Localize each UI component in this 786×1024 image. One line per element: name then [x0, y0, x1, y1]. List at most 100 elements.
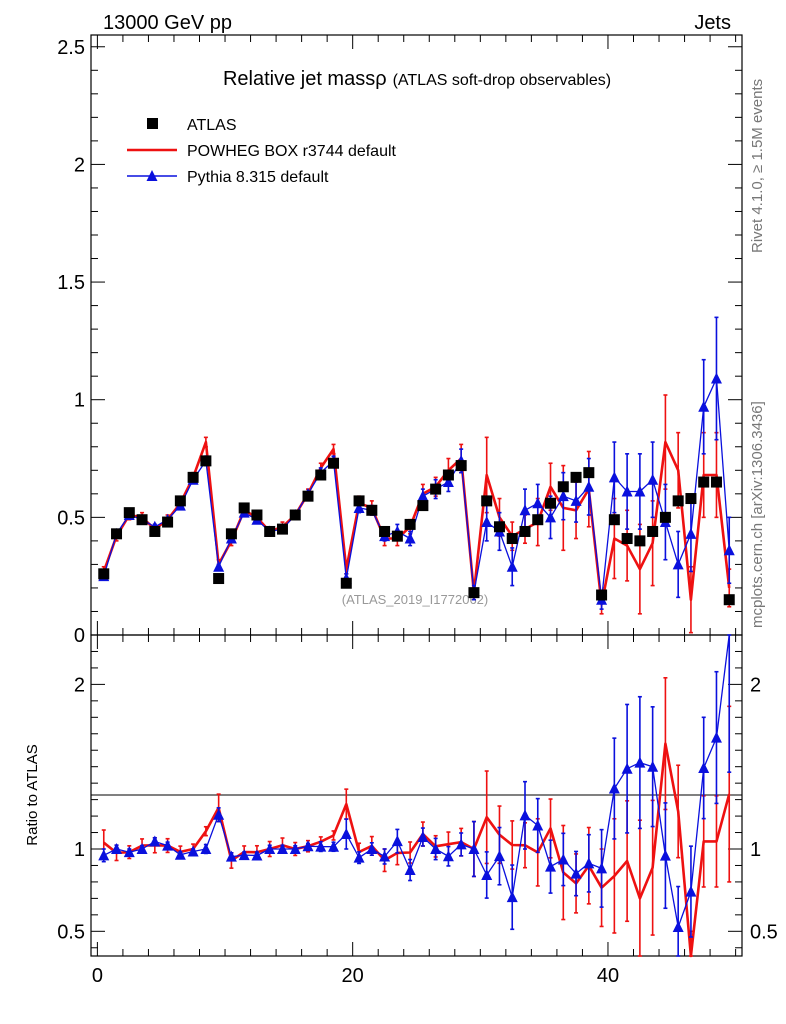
marker-triangle	[557, 490, 569, 502]
data-point-atlas	[570, 471, 582, 483]
marker-triangle	[98, 849, 110, 861]
data-point-atlas	[136, 514, 148, 526]
data-point-atlas	[481, 495, 493, 507]
marker-triangle	[340, 828, 352, 840]
legend-marker-atlas	[147, 118, 158, 129]
data-point-atlas	[455, 460, 467, 472]
ratio-panel: 0.5 0.5 1 1 2 2	[57, 634, 778, 958]
marker-triangle	[123, 846, 135, 858]
marker-triangle	[723, 544, 735, 556]
ratio-y-tick-label: 2	[74, 674, 85, 696]
marker-triangle	[545, 860, 557, 872]
marker-triangle	[391, 835, 403, 847]
marker-triangle	[519, 504, 531, 516]
ratio-y-tick-label-right: 2	[750, 674, 761, 696]
marker-triangle	[621, 485, 633, 497]
marker-triangle	[621, 762, 633, 774]
main-series	[98, 316, 735, 634]
data-point-atlas	[723, 594, 735, 606]
data-point-atlas	[366, 504, 378, 516]
legend-label-powheg: POWHEG BOX r3744 default	[187, 143, 397, 160]
side-text-rivet: Rivet 4.1.0, ≥ 1.5M events	[749, 79, 766, 253]
marker-triangle	[532, 819, 544, 831]
marker-triangle	[404, 864, 416, 876]
data-point-atlas	[417, 500, 429, 512]
data-point-atlas	[634, 535, 646, 547]
header-right: Jets	[694, 12, 731, 34]
marker-triangle	[532, 497, 544, 509]
marker-triangle	[685, 885, 697, 897]
main-y-tick-label: 2.5	[57, 37, 85, 59]
marker-triangle	[583, 480, 595, 492]
x-tick-label: 40	[597, 965, 619, 987]
marker-triangle	[455, 838, 467, 850]
data-point-atlas	[710, 476, 722, 488]
header-left: 13000 GeV pp	[103, 12, 232, 34]
marker-triangle	[289, 843, 301, 854]
main-panel: 0 0.5 1 1.5 2 2.5 (ATLAS_2019_I1772062) Relat…	[57, 34, 743, 647]
marker-triangle	[698, 761, 710, 773]
data-point-atlas	[123, 507, 135, 519]
marker-triangle	[136, 843, 148, 854]
main-y-tick-label: 1.5	[57, 272, 85, 294]
data-point-atlas	[519, 525, 531, 537]
marker-triangle	[481, 868, 493, 880]
data-point-atlas	[545, 497, 557, 509]
data-point-atlas	[213, 573, 225, 585]
data-point-atlas	[353, 495, 365, 507]
marker-triangle	[213, 560, 225, 572]
marker-triangle	[672, 920, 684, 932]
marker-triangle	[430, 843, 442, 854]
legend-label-atlas: ATLAS	[187, 117, 237, 134]
data-point-atlas	[238, 502, 250, 514]
marker-triangle	[570, 494, 582, 506]
data-point-atlas	[225, 528, 237, 540]
data-point-atlas	[493, 521, 505, 533]
marker-triangle	[519, 809, 531, 821]
marker-triangle	[174, 848, 186, 860]
marker-triangle	[264, 843, 276, 854]
data-point-atlas	[149, 525, 161, 537]
ratio-y-tick-label: 1	[74, 839, 85, 861]
marker-triangle	[596, 862, 608, 874]
marker-triangle	[225, 850, 237, 862]
main-y-tick-label: 1	[74, 390, 85, 412]
marker-triangle	[698, 400, 710, 412]
data-point-atlas	[468, 587, 480, 599]
ratio-ticks: 0.5 0.5 1 1 2 2	[57, 635, 778, 956]
data-point-atlas	[174, 495, 186, 507]
data-point-atlas	[340, 577, 352, 589]
marker-triangle	[366, 843, 378, 854]
data-point-atlas	[404, 518, 416, 530]
data-point-atlas	[200, 455, 212, 467]
chart-title-main: Relative jet massρ	[223, 68, 387, 90]
data-point-atlas	[659, 511, 671, 523]
marker-triangle	[634, 756, 646, 768]
main-y-tick-label: 0.5	[57, 507, 85, 529]
marker-triangle	[659, 849, 671, 861]
data-point-atlas	[557, 481, 569, 493]
data-point-atlas	[596, 589, 608, 601]
marker-triangle	[493, 850, 505, 862]
data-point-atlas	[264, 525, 276, 537]
data-point-atlas	[328, 457, 340, 469]
marker-triangle	[634, 485, 646, 497]
main-y-tick-label: 2	[74, 154, 85, 176]
marker-triangle	[111, 843, 123, 854]
data-point-atlas	[698, 476, 710, 488]
marker-triangle	[200, 843, 212, 854]
marker-triangle	[608, 471, 620, 483]
marker-triangle	[315, 840, 327, 852]
ratio-series	[98, 634, 732, 958]
data-point-atlas	[672, 495, 684, 507]
marker-triangle	[583, 857, 595, 869]
marker-triangle	[672, 558, 684, 570]
marker-triangle	[557, 853, 569, 865]
series-line	[102, 440, 731, 606]
marker-triangle	[647, 473, 659, 485]
marker-triangle	[442, 476, 454, 488]
ratio-y-tick-label-right: 0.5	[750, 921, 778, 943]
data-point-atlas	[315, 469, 327, 481]
marker-triangle	[353, 851, 365, 863]
legend-label-pythia: Pythia 8.315 default	[187, 169, 329, 186]
